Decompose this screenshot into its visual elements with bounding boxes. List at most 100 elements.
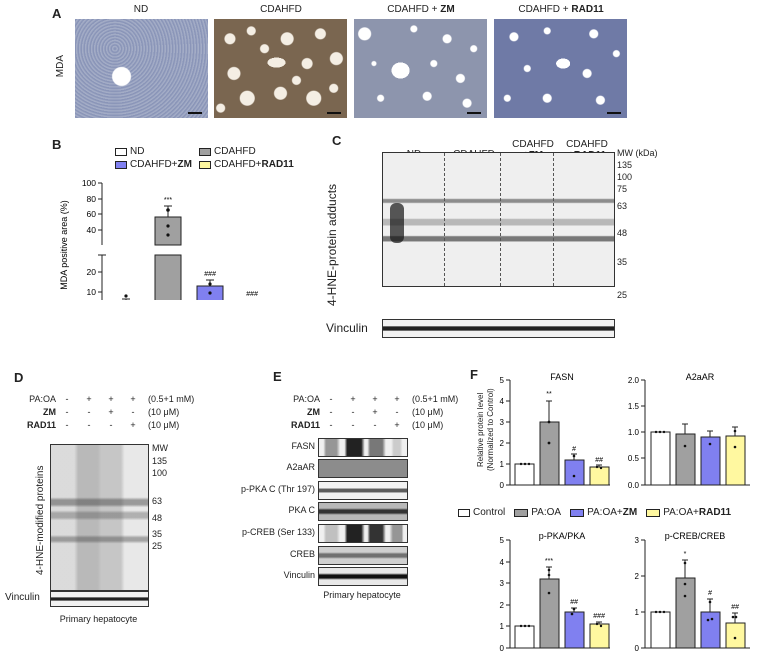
mw-marker: 25 [617, 290, 628, 300]
svg-text:##: ## [595, 457, 603, 464]
image-title-nd: ND [133, 4, 149, 15]
svg-text:##: ## [731, 604, 739, 611]
treatment-row: ZM - - + - (10 μM) [43, 407, 180, 417]
legend-item-pa-oa-zm: PA:OA+ZM [570, 507, 637, 518]
mw-marker: 63 [617, 201, 628, 211]
legend-swatch [199, 160, 211, 169]
legend-swatch [115, 160, 127, 169]
histology-image-zm [354, 19, 487, 118]
blot-label-a2aar: A2aAR [286, 462, 315, 472]
blot-p-creb [318, 524, 408, 543]
panel-b-legend: ND CDAHFD CDAHFD+ZM CDAHFD+RAD11 [115, 146, 325, 170]
svg-text:20: 20 [87, 267, 97, 277]
panel-c-loading-label: Vinculin [326, 321, 368, 335]
svg-text:***: *** [545, 558, 553, 565]
svg-text:100: 100 [82, 178, 96, 188]
svg-text:p-CREB/CREB: p-CREB/CREB [665, 531, 726, 541]
blot-fasn [318, 438, 408, 457]
blot-4hne-adducts [382, 152, 615, 287]
lane-divider [444, 153, 445, 286]
svg-text:***: *** [164, 197, 172, 204]
image-title-rad11: CDAHFD + RAD11 [518, 4, 604, 15]
blot-vinculin-c [382, 319, 615, 338]
chart-a2aar: A2aAR 0.0 0.5 1.0 1.5 2.0 [628, 372, 750, 490]
legend-swatch [646, 508, 661, 517]
blot-pka [318, 502, 408, 521]
chart-p-pka-pka: p-PKA/PKA 0 1 2 3 4 5 *** ## ### [500, 531, 610, 653]
mw-marker: 35 [152, 529, 163, 539]
blot-p-pka [318, 481, 408, 500]
svg-text:1: 1 [500, 460, 505, 469]
mw-marker: 75 [617, 184, 628, 194]
histology-image-rad11 [494, 19, 627, 118]
svg-text:1.0: 1.0 [628, 428, 640, 437]
svg-text:#: # [572, 446, 576, 453]
legend-swatch [514, 508, 529, 517]
svg-text:0.5: 0.5 [628, 454, 640, 463]
blot-4hne-modified [50, 444, 149, 591]
mw-marker: 48 [152, 513, 163, 523]
svg-text:80: 80 [87, 194, 97, 204]
svg-text:#: # [708, 590, 712, 597]
svg-text:5: 5 [500, 536, 505, 545]
svg-text:3: 3 [635, 536, 640, 545]
svg-text:###: ### [204, 271, 216, 278]
svg-text:###: ### [246, 291, 258, 298]
scale-bar [188, 112, 202, 114]
panel-d-caption: Primary hepatocyte [59, 614, 138, 624]
lane-divider [500, 153, 501, 286]
panel-d-loading-label: Vinculin [5, 592, 40, 603]
legend-swatch [570, 508, 585, 517]
svg-text:p-PKA/PKA: p-PKA/PKA [539, 531, 586, 541]
mw-marker: 135 [152, 456, 168, 466]
svg-text:2: 2 [500, 601, 505, 610]
legend-item-zm: CDAHFD+ZM [115, 159, 199, 170]
blot-vinculin-d [50, 591, 149, 607]
svg-text:4: 4 [500, 558, 505, 567]
svg-text:**: ** [546, 391, 552, 398]
legend-item-pa-oa-rad11: PA:OA+RAD11 [646, 507, 731, 518]
mw-marker: 63 [152, 496, 163, 506]
svg-text:1: 1 [635, 608, 640, 617]
svg-text:0: 0 [500, 481, 505, 490]
svg-text:3: 3 [500, 579, 505, 588]
legend-swatch [115, 147, 127, 156]
y-axis-label: MDA positive area (%) [59, 200, 69, 290]
svg-text:*: * [684, 551, 687, 558]
legend-item-control: Control [458, 507, 505, 518]
svg-text:2.0: 2.0 [628, 376, 640, 385]
panel-f-legend: Control PA:OA PA:OA+ZM PA:OA+RAD11 [458, 507, 731, 518]
svg-text:0: 0 [635, 644, 640, 653]
image-title-cdahfd: CDAHFD [260, 4, 302, 15]
treatment-row: RAD11 - - - + (10 μM) [26, 420, 180, 430]
legend-item-cdahfd: CDAHFD [199, 146, 309, 157]
panel-f-label: F [470, 367, 478, 382]
image-title-zm: CDAHFD + ZM [387, 4, 455, 15]
histology-image-nd [75, 19, 208, 118]
panel-d-label: D [14, 370, 24, 385]
svg-text:4: 4 [500, 397, 505, 406]
mw-marker: 35 [617, 257, 628, 267]
treatment-row: PA:OA - + + + (0.5+1 mM) [29, 394, 195, 404]
mw-marker: 100 [617, 172, 633, 182]
panel-e-label: E [273, 369, 282, 384]
panel-c-label: C [332, 133, 342, 148]
treatment-row: RAD11 - - - + (10 μM) [290, 420, 444, 430]
blot-label-pka: PKA C [288, 505, 315, 515]
scale-bar [327, 112, 341, 114]
svg-text:60: 60 [87, 209, 97, 219]
svg-text:3: 3 [500, 418, 505, 427]
panel-d-ylabel: 4-HNE-modified proteins [35, 465, 46, 575]
panel-a-row-label: MDA [55, 55, 66, 78]
legend-swatch [199, 147, 211, 156]
mw-marker: 100 [152, 468, 168, 478]
lane-divider [553, 153, 554, 286]
histology-image-cdahfd [214, 19, 347, 118]
chart-p-creb-creb: p-CREB/CREB 0 1 2 3 * # ## [635, 531, 750, 653]
blot-label-fasn: FASN [291, 441, 315, 451]
treatment-row: PA:OA - + + + (0.5+1 mM) [293, 394, 459, 404]
svg-text:FASN: FASN [550, 372, 574, 382]
blot-creb [318, 546, 408, 565]
blot-label-vinculin: Vinculin [283, 570, 315, 580]
blot-label-p-creb: p-CREB (Ser 133) [241, 527, 315, 537]
